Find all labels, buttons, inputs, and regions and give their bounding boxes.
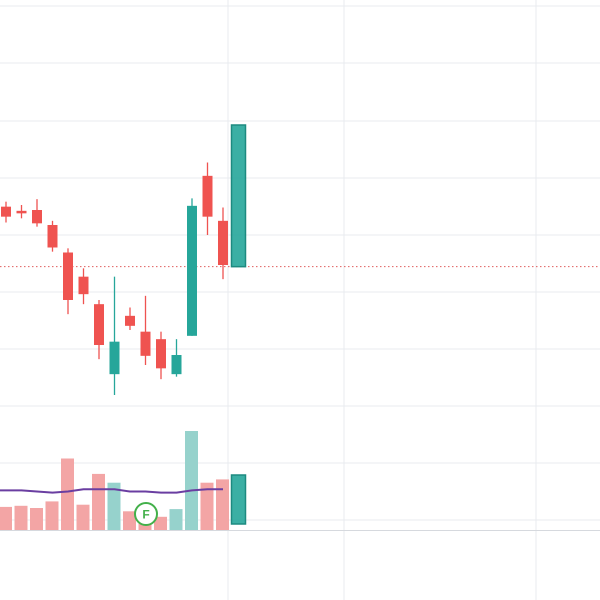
candle-body bbox=[94, 304, 104, 345]
candle-body bbox=[32, 210, 42, 224]
volume-bar bbox=[200, 482, 214, 530]
event-marker-circle bbox=[134, 502, 158, 526]
volume-bars bbox=[0, 431, 247, 530]
candle-body bbox=[1, 206, 11, 217]
candle-body bbox=[16, 210, 27, 214]
volume-bar bbox=[216, 479, 229, 530]
candle-body bbox=[156, 339, 166, 369]
volume-bar bbox=[107, 482, 121, 530]
candle-body bbox=[187, 205, 197, 336]
volume-bar bbox=[123, 511, 136, 530]
candle-body bbox=[202, 175, 213, 217]
event-marker[interactable]: F bbox=[134, 502, 158, 526]
volume-bar bbox=[185, 431, 198, 530]
candle-body-current bbox=[230, 124, 247, 268]
candle-body bbox=[218, 220, 228, 265]
candle-body bbox=[63, 252, 73, 300]
volume-bar bbox=[0, 506, 12, 530]
volume-bar bbox=[14, 505, 28, 530]
volume-bar bbox=[45, 501, 59, 530]
volume-bar-current bbox=[230, 474, 247, 525]
volume-bar bbox=[92, 473, 105, 530]
candle-body bbox=[109, 341, 120, 375]
volume-bar bbox=[154, 516, 167, 530]
candle-body bbox=[47, 225, 58, 248]
event-marker-label: F bbox=[142, 508, 149, 522]
volume-bar bbox=[61, 458, 74, 530]
candle-body bbox=[140, 331, 151, 356]
volume-bar bbox=[169, 509, 183, 530]
volume-bar bbox=[76, 504, 90, 530]
candle-body bbox=[78, 276, 89, 295]
volume-ma-line bbox=[0, 488, 223, 494]
candles bbox=[1, 124, 247, 395]
volume-bar bbox=[30, 508, 43, 530]
candle-body bbox=[171, 355, 182, 375]
candle-body bbox=[125, 315, 135, 326]
